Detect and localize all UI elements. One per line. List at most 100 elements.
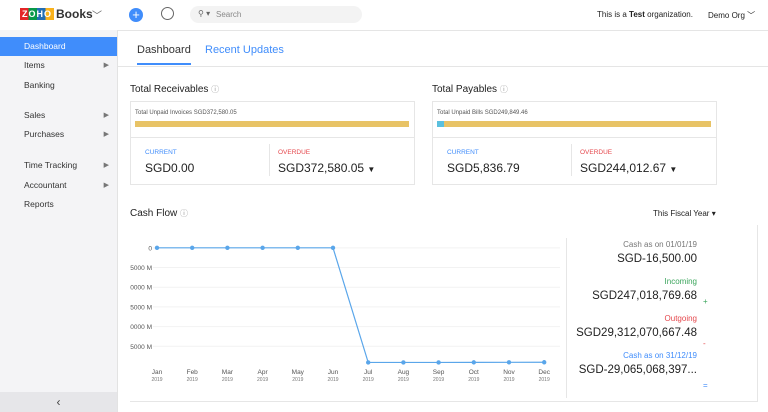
divider: [566, 238, 567, 398]
y-tick-label: -20000 M: [130, 324, 152, 331]
period-label[interactable]: This Fiscal Year: [653, 209, 710, 218]
org-menu[interactable]: Demo Org ﹀: [708, 11, 756, 20]
nav-item[interactable]: Time Tracking ▶: [0, 156, 117, 175]
logo-brand[interactable]: ZOHO: [20, 8, 54, 20]
title-text: Cash Flow: [130, 208, 178, 219]
new-button[interactable]: +: [129, 8, 143, 22]
y-tick-label: -15000 M: [130, 304, 152, 311]
search-placeholder: Search: [216, 10, 242, 19]
point: [190, 245, 195, 251]
section-title: Total Payables ⓘ: [432, 84, 508, 95]
x-tick-sublabel: 2019: [398, 377, 409, 383]
nav-item[interactable]: Reports: [24, 199, 54, 209]
nav-arrow: ▶: [103, 182, 109, 189]
nav-item[interactable]: Dashboard: [0, 37, 117, 56]
point: [154, 245, 160, 251]
x-tick-sublabel: 2019: [292, 377, 303, 383]
point: [401, 360, 406, 365]
point: [330, 245, 336, 251]
x-tick-label: Sep: [433, 369, 445, 376]
point: [471, 360, 476, 365]
payables-card: Total Unpaid Bills SGD249,849.46 CURRENT…: [432, 101, 717, 185]
history-button[interactable]: [161, 7, 174, 20]
outgoing-value: SGD29,312,070,667.48: [576, 327, 697, 339]
x-tick-sublabel: 2019: [327, 377, 338, 383]
bar-label: Total Unpaid Invoices SGD372,580.05: [135, 110, 237, 116]
logo-product[interactable]: Books: [56, 7, 93, 21]
current-value: SGD5,836.79: [447, 161, 520, 175]
x-tick-label: Jun: [328, 369, 339, 376]
x-tick-sublabel: 2019: [151, 377, 162, 383]
point: [506, 360, 512, 365]
tab[interactable]: Recent Updates: [205, 44, 284, 56]
search-icon: ⚲ ▾: [198, 9, 211, 18]
current-label: CURRENT: [145, 149, 177, 156]
point: [436, 360, 441, 365]
x-tick-label: Jan: [152, 369, 163, 376]
nav-item[interactable]: Banking: [24, 80, 55, 90]
x-tick-label: Jul: [364, 369, 373, 376]
line: [157, 247, 545, 364]
logo-menu-arrow[interactable]: ﹀: [92, 11, 102, 22]
nav-arrow: ▶: [103, 162, 109, 169]
top-bar: ZOHO Books ﹀ + ⚲ ▾ Search This is a Test…: [0, 0, 768, 31]
outgoing-label: Outgoing: [664, 314, 697, 323]
value-text[interactable]: SGD244,012.67: [580, 161, 667, 175]
period-select[interactable]: This Fiscal Year ▾: [653, 209, 716, 218]
x-tick-label: Feb: [187, 369, 199, 376]
org-menu-label[interactable]: Demo Org: [708, 11, 745, 20]
nav-item[interactable]: Sales ▶: [0, 106, 117, 125]
sign: +: [703, 297, 708, 306]
sign: =: [703, 381, 708, 390]
nav-item[interactable]: Items ▶: [0, 56, 117, 75]
overdue-label: OVERDUE: [580, 149, 613, 156]
nav-item[interactable]: Accountant ▶: [0, 176, 117, 195]
org-notice-suffix: organization.: [647, 10, 693, 19]
opening-value: SGD-16,500.00: [617, 253, 697, 265]
cash-flow-chart: 0 -5000 M -10000 M -15000 M -20000 M -25000 M…: [130, 245, 560, 383]
x-tick-label: May: [292, 369, 305, 376]
current-label: CURRENT: [447, 149, 479, 156]
cash-flow-panel: [130, 225, 758, 402]
value-text[interactable]: SGD372,580.05: [278, 161, 365, 175]
overdue-value[interactable]: SGD244,012.67 ▼: [580, 161, 678, 175]
nav-arrow: ▶: [103, 131, 109, 138]
nav-arrow: ▶: [103, 62, 109, 69]
tab[interactable]: Dashboard: [137, 44, 191, 65]
x-tick-sublabel: 2019: [468, 377, 479, 383]
x-tick-label: Nov: [503, 369, 515, 376]
title-text: Total Payables: [432, 84, 498, 95]
divider: [131, 137, 414, 138]
section-title: Cash Flow ⓘ: [130, 208, 189, 219]
y-tick-label: -10000 M: [130, 285, 152, 292]
collapse-button[interactable]: ‹: [0, 392, 117, 412]
progress-bar: [437, 121, 711, 127]
nav-label[interactable]: Sales: [24, 110, 46, 120]
x-tick-label: Dec: [538, 369, 550, 376]
point: [260, 245, 265, 251]
x-tick-sublabel: 2019: [503, 377, 514, 383]
nav-label[interactable]: Accountant: [24, 180, 67, 190]
point: [366, 360, 371, 365]
x-tick-label: Apr: [258, 369, 269, 376]
nav-label[interactable]: Time Tracking: [24, 160, 78, 170]
org-notice: This is a Test organization.: [597, 10, 693, 19]
progress-bar: [135, 121, 409, 127]
point: [542, 360, 547, 365]
x-tick-label: Aug: [398, 369, 410, 376]
receivables-card: Total Unpaid Invoices SGD372,580.05 CURR…: [130, 101, 415, 185]
cash-summary: Cash as on 01/01/19 SGD-16,500.00 Incomi…: [570, 240, 697, 376]
x-tick-sublabel: 2019: [539, 377, 550, 383]
current-value: SGD0.00: [145, 161, 195, 175]
y-tick-label: -5000 M: [130, 265, 152, 272]
x-tick-sublabel: 2019: [433, 377, 444, 383]
nav-label[interactable]: Items: [24, 60, 45, 70]
incoming-value: SGD247,018,769.68: [592, 290, 697, 302]
nav-item[interactable]: Purchases ▶: [0, 125, 117, 144]
search-box[interactable]: ⚲ ▾ Search: [190, 6, 362, 23]
y-tick-label: -25000 M: [130, 344, 152, 351]
nav-label[interactable]: Purchases: [24, 129, 65, 139]
overdue-value[interactable]: SGD372,580.05 ▼: [278, 161, 376, 175]
nav-arrow: ▶: [103, 112, 109, 119]
